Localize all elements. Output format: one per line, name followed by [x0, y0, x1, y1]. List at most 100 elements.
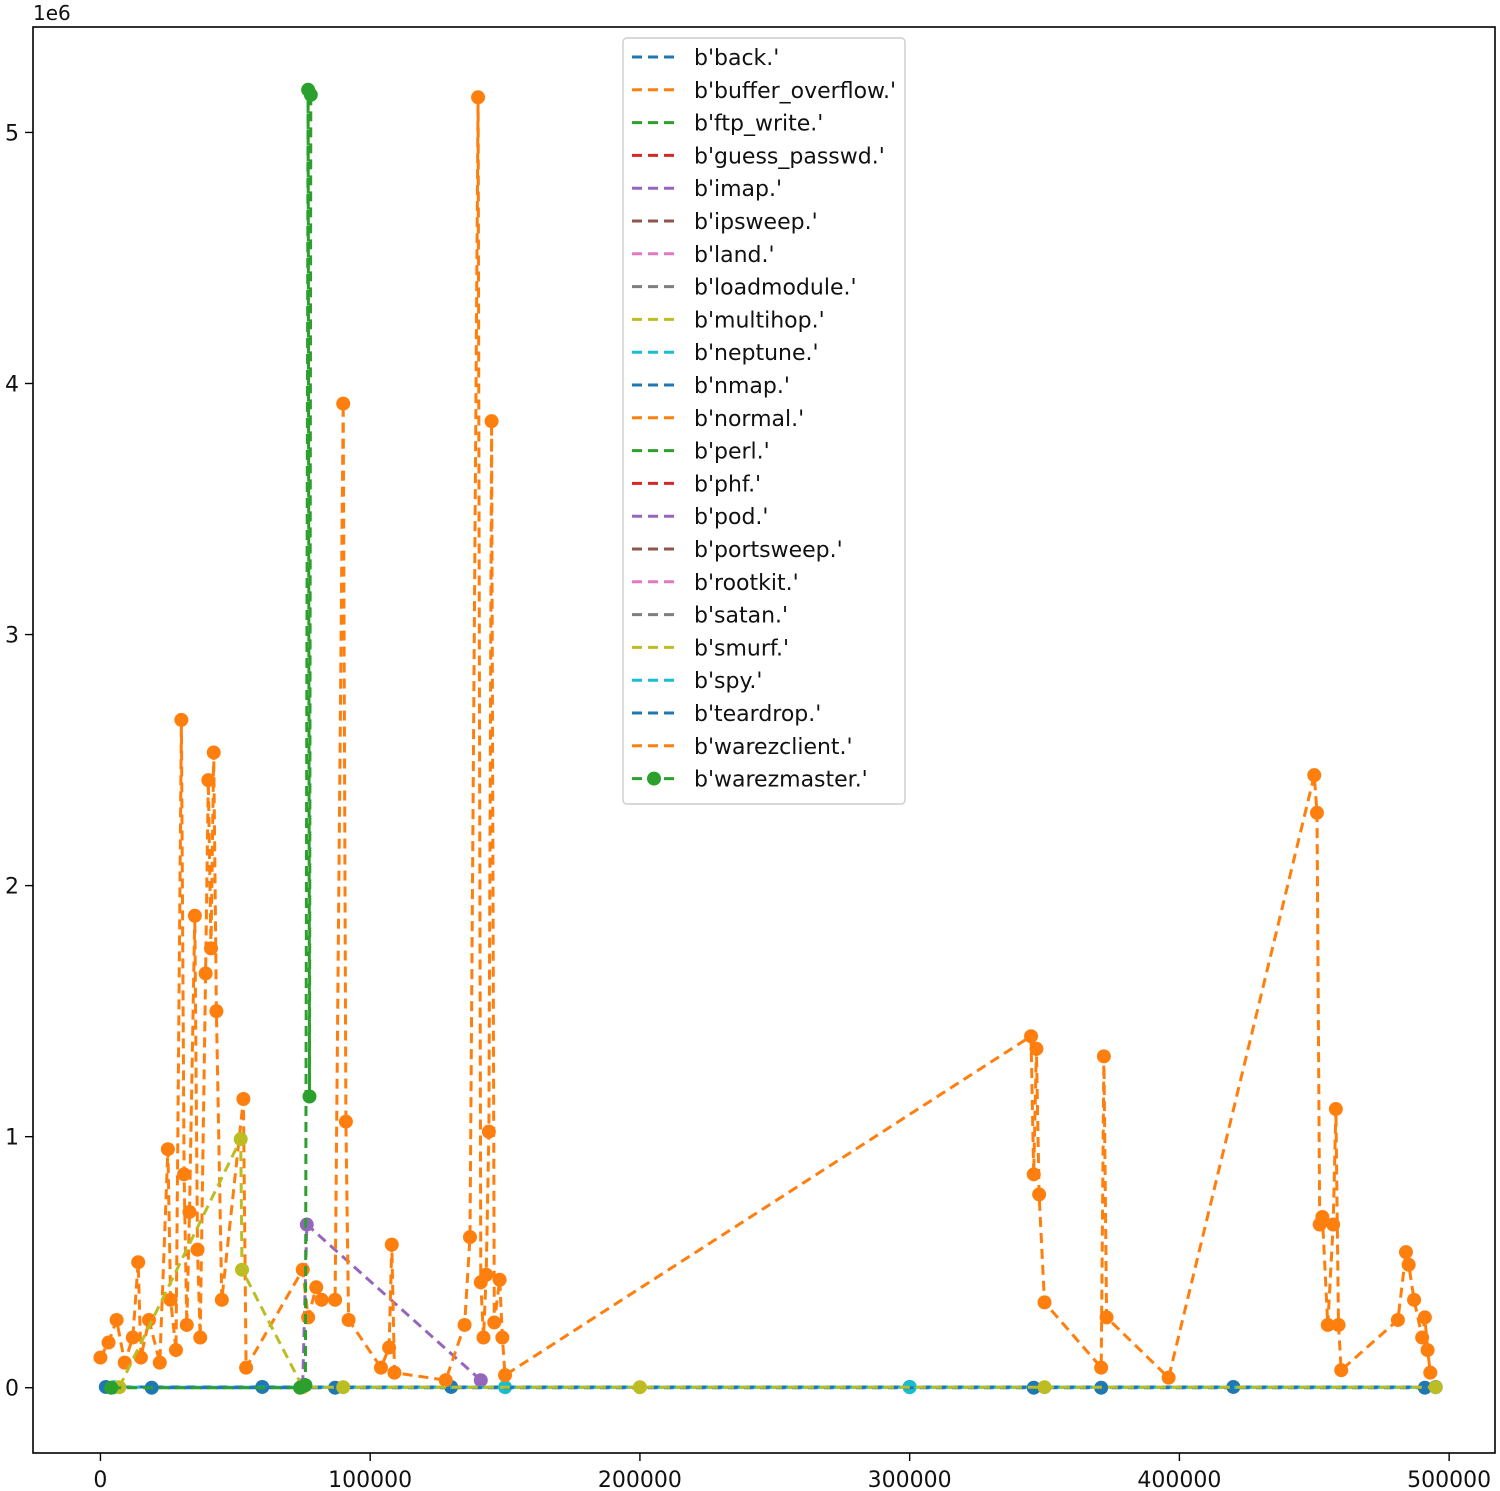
data-point — [235, 1262, 250, 1277]
y-tick-label: 1 — [5, 1126, 19, 1151]
data-point — [152, 1355, 167, 1370]
data-point — [1026, 1167, 1041, 1182]
legend-entry: b'neptune.' — [632, 341, 819, 366]
data-point — [301, 1310, 316, 1325]
legend-label: b'phf.' — [694, 472, 761, 497]
data-point — [1315, 1210, 1330, 1225]
legend-label: b'guess_passwd.' — [694, 144, 885, 169]
x-tick-label: 500000 — [1407, 1468, 1491, 1491]
data-point — [338, 1114, 353, 1129]
data-point — [438, 1373, 453, 1388]
data-point — [476, 1330, 491, 1345]
legend-entry: b'rootkit.' — [632, 571, 799, 596]
legend-entry: b'ftp_write.' — [632, 112, 823, 137]
data-point — [174, 712, 189, 727]
data-point — [1307, 768, 1322, 783]
data-point — [1415, 1330, 1430, 1345]
legend-label: b'smurf.' — [694, 636, 789, 661]
y-tick-label: 5 — [5, 121, 19, 146]
y-offset-label: 1e6 — [33, 1, 71, 25]
series-bnormal — [93, 90, 1438, 1388]
data-point — [193, 1330, 208, 1345]
legend-entry: b'nmap.' — [632, 374, 790, 399]
data-point — [336, 396, 351, 411]
data-point — [239, 1360, 254, 1375]
legend-label: b'spy.' — [694, 669, 762, 694]
data-point — [236, 1092, 251, 1107]
legend-entry: b'satan.' — [632, 604, 788, 629]
data-point — [309, 1280, 324, 1295]
legend-entry: b'back.' — [632, 46, 779, 71]
series-line — [99, 97, 1432, 1382]
legend-label: b'teardrop.' — [694, 702, 821, 727]
series-line — [111, 89, 313, 1390]
x-tick-label: 100000 — [328, 1468, 412, 1491]
data-point — [498, 1368, 513, 1383]
data-point — [1029, 1041, 1044, 1056]
data-point — [233, 1132, 248, 1147]
data-point — [101, 1335, 116, 1350]
legend-label: b'multihop.' — [694, 308, 825, 333]
data-point — [336, 1380, 351, 1395]
data-point — [1309, 805, 1324, 820]
data-point — [1398, 1245, 1413, 1260]
legend-label: b'land.' — [694, 243, 775, 268]
data-point — [1334, 1363, 1349, 1378]
data-point — [484, 414, 499, 429]
y-tick-label: 4 — [5, 373, 19, 398]
data-point — [1037, 1295, 1052, 1310]
series-bwarezmaster — [104, 82, 318, 1395]
legend-entry: b'phf.' — [632, 472, 761, 497]
data-point — [206, 745, 221, 760]
data-point — [182, 1204, 197, 1219]
data-point — [1320, 1317, 1335, 1332]
data-point — [104, 1380, 119, 1395]
data-point — [160, 1142, 175, 1157]
legend-label: b'rootkit.' — [694, 571, 799, 596]
data-point — [487, 1315, 502, 1330]
data-point — [1037, 1380, 1052, 1395]
plot-frame — [32, 26, 1496, 1454]
data-point — [1417, 1380, 1432, 1395]
data-point — [201, 773, 216, 788]
x-tick-label: 0 — [93, 1468, 107, 1491]
legend-entry: b'warezclient.' — [632, 735, 853, 760]
data-point — [133, 1350, 148, 1365]
x-tick-label: 300000 — [868, 1468, 952, 1491]
data-point — [387, 1365, 402, 1380]
data-point — [632, 1380, 647, 1395]
legend-label: b'portsweep.' — [694, 538, 843, 563]
data-point — [177, 1167, 192, 1182]
data-point — [1428, 1380, 1443, 1395]
data-point — [1328, 1102, 1343, 1117]
data-point — [190, 1242, 205, 1257]
legend-label: b'warezmaster.' — [694, 768, 868, 793]
legend: b'back.' b'buffer_overflow.' b'ftp_write.'… — [622, 37, 906, 805]
data-point — [168, 1343, 183, 1358]
data-point — [373, 1360, 388, 1375]
series-line — [117, 1138, 1436, 1389]
y-tick-label: 3 — [5, 624, 19, 649]
data-point — [479, 1267, 494, 1282]
data-point — [1407, 1292, 1422, 1307]
data-point — [384, 1237, 399, 1252]
data-point — [163, 1292, 178, 1307]
legend-entry: b'spy.' — [632, 669, 762, 694]
legend-entry: b'smurf.' — [632, 636, 789, 661]
data-point — [109, 1312, 124, 1327]
data-point — [1024, 1029, 1039, 1044]
data-point — [1326, 1217, 1341, 1232]
legend-label: b'normal.' — [694, 407, 804, 432]
legend-entry: b'normal.' — [632, 407, 804, 432]
data-point — [295, 1262, 310, 1277]
x-tick-label: 200000 — [598, 1468, 682, 1491]
legend-entry: b'multihop.' — [632, 308, 825, 333]
data-point — [1099, 1310, 1114, 1325]
data-point — [382, 1340, 397, 1355]
data-point — [457, 1317, 472, 1332]
legend-entry: b'portsweep.' — [632, 538, 843, 563]
data-point — [341, 1312, 356, 1327]
legend-label: b'perl.' — [694, 440, 770, 465]
legend-entry: b'perl.' — [632, 440, 770, 465]
